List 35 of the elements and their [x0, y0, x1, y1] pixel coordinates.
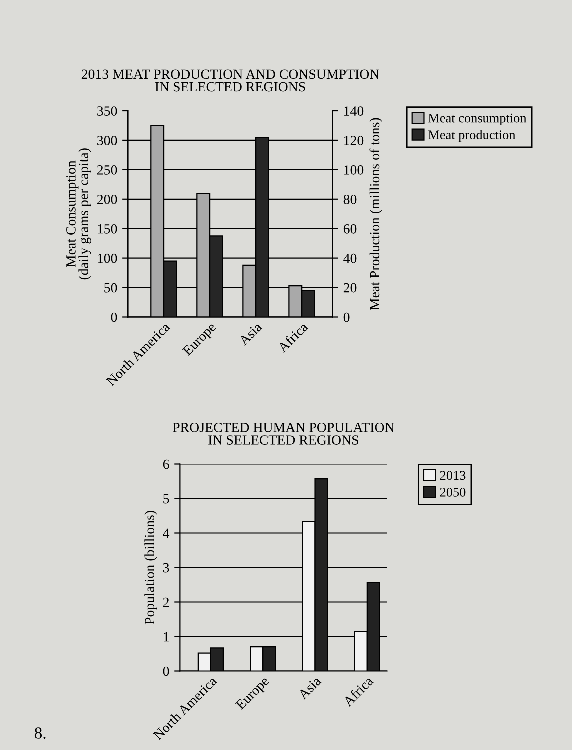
y-tick-label: 150: [98, 224, 118, 234]
legend-label: Meat production: [428, 130, 516, 142]
x-tick-label: Asia: [238, 322, 263, 346]
y2-tick-label: 120: [344, 136, 364, 146]
y2-tick-label: 100: [344, 166, 364, 175]
y-tick-label: 2: [163, 598, 169, 608]
x-tick-label: Asia: [298, 676, 322, 700]
chart-title: PROJECTED HUMAN POPULATION IN SELECTED REGIONS: [172, 423, 395, 445]
y-tick-label: 350: [98, 106, 118, 116]
chart-title: 2013 MEAT PRODUCTION AND CONSUMPTION IN SELECTED REGIONS: [82, 70, 380, 92]
y2-tick-label: 140: [344, 106, 364, 116]
y-tick-label: 1: [164, 632, 169, 642]
y-tick-label: 100: [98, 254, 118, 264]
y-tick-label: 4: [163, 528, 170, 538]
y-tick-label: 200: [97, 194, 118, 204]
y-tick-label: 5: [164, 494, 170, 504]
y-tick-label: 250: [97, 166, 118, 175]
y-tick-label: 0: [163, 666, 170, 676]
y-axis-title: Meat Consumption (daily grams per capita): [66, 148, 92, 280]
legend-label: 2013: [440, 471, 466, 480]
y2-axis-title: Meat Production (millions of tons): [370, 118, 382, 310]
y-axis-title: Population (billions): [144, 511, 158, 625]
y-tick-label: 50: [104, 283, 118, 293]
y2-tick-label: 0: [344, 312, 350, 322]
legend-label: Meat consumption: [428, 114, 527, 126]
y-tick-label: 3: [163, 563, 170, 573]
y-tick-label: 6: [163, 460, 170, 470]
y2-tick-label: 20: [344, 283, 357, 293]
legend-label: 2050: [440, 488, 466, 497]
y2-tick-label: 80: [344, 194, 357, 204]
y-tick-label: 0: [111, 312, 118, 322]
y2-tick-label: 60: [344, 224, 357, 234]
y-tick-label: 300: [98, 136, 118, 146]
y2-tick-label: 40: [344, 254, 357, 264]
text: 8.: [34, 728, 46, 739]
